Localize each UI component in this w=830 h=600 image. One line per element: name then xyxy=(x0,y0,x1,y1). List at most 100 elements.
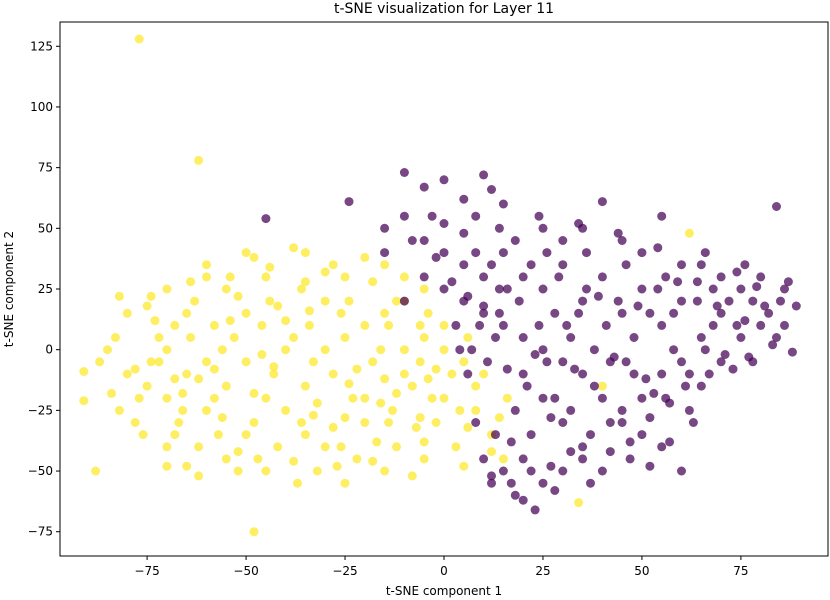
data-point xyxy=(360,320,370,330)
data-point xyxy=(174,418,184,427)
data-point xyxy=(637,248,647,258)
data-point xyxy=(249,527,259,537)
data-point xyxy=(613,228,623,238)
data-point xyxy=(332,461,342,471)
data-point xyxy=(780,284,789,294)
data-point xyxy=(566,447,576,457)
data-point xyxy=(281,405,291,415)
data-point xyxy=(518,333,528,342)
data-point xyxy=(665,437,675,447)
data-point xyxy=(182,369,192,379)
data-point xyxy=(439,175,449,185)
data-point xyxy=(498,199,508,209)
data-point xyxy=(360,393,370,403)
data-point xyxy=(372,437,382,447)
data-point xyxy=(340,413,350,423)
data-point xyxy=(194,374,204,384)
data-point xyxy=(586,430,595,440)
data-point xyxy=(617,405,627,415)
data-point xyxy=(783,277,793,287)
data-point xyxy=(502,284,512,294)
data-point xyxy=(625,437,635,447)
data-point xyxy=(455,345,465,355)
data-point xyxy=(162,345,172,355)
data-point xyxy=(130,418,140,427)
data-point xyxy=(360,418,370,427)
y-axis-label: t-SNE component 2 xyxy=(2,231,16,347)
data-point xyxy=(79,396,89,406)
data-point xyxy=(669,345,679,355)
data-point xyxy=(593,291,603,301)
data-point xyxy=(641,374,651,384)
data-point xyxy=(546,413,556,423)
data-point xyxy=(300,430,310,440)
data-point xyxy=(269,362,279,372)
data-point xyxy=(182,308,192,318)
data-point xyxy=(233,291,243,301)
data-point xyxy=(79,367,89,376)
data-point xyxy=(574,219,584,228)
data-point xyxy=(487,471,496,481)
data-point xyxy=(498,466,508,476)
data-point xyxy=(162,461,172,471)
data-point xyxy=(352,454,362,464)
data-point xyxy=(732,267,742,277)
data-point xyxy=(578,369,588,379)
data-point xyxy=(399,369,409,379)
data-point xyxy=(249,388,259,398)
data-point xyxy=(146,291,156,301)
data-point xyxy=(677,357,686,367)
data-point xyxy=(629,369,639,379)
data-point xyxy=(621,260,631,270)
data-point xyxy=(534,320,544,330)
y-tick-label: 25 xyxy=(38,282,53,296)
data-point xyxy=(696,333,706,342)
data-point xyxy=(312,398,322,408)
y-axis: −75 −50 −25 0 25 50 75 100 125 xyxy=(28,39,60,539)
y-tick-label: 50 xyxy=(38,221,53,235)
x-tick-label: −25 xyxy=(332,564,357,578)
data-point xyxy=(657,442,667,452)
data-point xyxy=(518,369,528,379)
data-point xyxy=(736,284,746,294)
data-point xyxy=(736,333,746,342)
data-point xyxy=(202,405,211,415)
data-point xyxy=(768,340,778,350)
data-point xyxy=(534,211,544,221)
data-point xyxy=(728,364,738,374)
data-point xyxy=(439,393,449,403)
data-point xyxy=(297,418,306,427)
data-point xyxy=(677,296,686,306)
data-point xyxy=(300,277,310,287)
data-point xyxy=(225,272,235,282)
data-point xyxy=(772,333,781,342)
data-point xyxy=(392,296,401,306)
data-point xyxy=(708,284,718,294)
data-point xyxy=(376,345,386,355)
data-point xyxy=(776,296,785,306)
data-point xyxy=(388,405,397,415)
data-point xyxy=(202,272,211,282)
data-point xyxy=(510,236,520,245)
data-point xyxy=(439,219,449,228)
data-point xyxy=(459,461,469,471)
data-point xyxy=(510,490,520,500)
data-point xyxy=(419,236,429,245)
data-point xyxy=(186,277,196,287)
data-point xyxy=(601,320,611,330)
data-point xyxy=(202,357,211,367)
data-point xyxy=(760,301,770,311)
points-layer xyxy=(79,34,801,537)
data-point xyxy=(720,350,730,359)
data-point xyxy=(518,454,528,464)
data-point xyxy=(182,461,192,471)
data-point xyxy=(724,296,734,306)
data-point xyxy=(170,374,180,384)
data-point xyxy=(261,214,271,224)
data-point xyxy=(304,320,314,330)
y-tick-label: −75 xyxy=(28,525,53,539)
data-point xyxy=(380,374,390,384)
data-point xyxy=(213,430,223,440)
